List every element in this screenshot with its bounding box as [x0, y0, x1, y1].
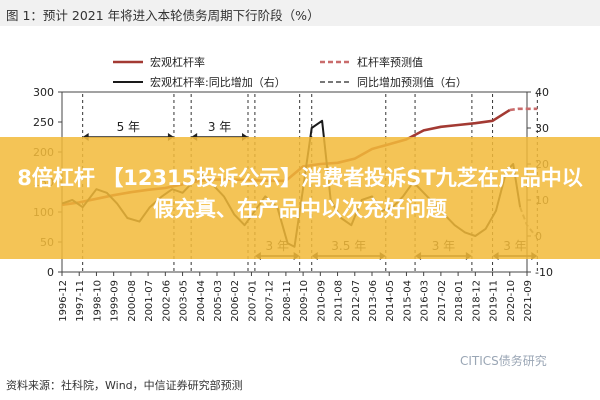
x-axis-tick-label: 2018-01 — [454, 280, 465, 322]
watermark: CITICS债务研究 — [460, 354, 547, 368]
x-axis-tick-label: 2004-04 — [196, 280, 207, 322]
series-forecast-leverage-line — [509, 107, 538, 112]
period-label: 5 年 — [117, 120, 140, 134]
title-bar: 图 1：预计 2021 年将进入本轮债务周期下行阶段（%） — [0, 0, 600, 26]
banner-text[interactable]: 8倍杠杆 【12315投诉公示】消费者投诉ST九芝在产品中以假充真、在产品中以次… — [17, 166, 583, 221]
x-axis-tick-label: 2010-09 — [316, 280, 327, 322]
x-axis-tick-label: 2007-12 — [265, 280, 276, 322]
legend-label-growth: 宏观杠杆率:同比增加（右） — [150, 75, 286, 89]
legend-label-forecast-growth: 同比增加预测值（右） — [357, 75, 467, 89]
right-axis-tick-label: -10 — [535, 266, 553, 279]
x-axis-tick-label: 1997-11 — [75, 280, 86, 322]
left-axis-tick-label: 300 — [33, 86, 54, 99]
overlay-banner[interactable]: 8倍杠杆 【12315投诉公示】消费者投诉ST九芝在产品中以假充真、在产品中以次… — [0, 137, 600, 259]
x-axis-tick-label: 2008-11 — [282, 280, 293, 322]
x-axis-tick-label: 2015-04 — [402, 280, 413, 322]
x-axis-tick-label: 2011-08 — [334, 280, 345, 322]
x-axis-tick-label: 2001-07 — [144, 280, 155, 322]
x-axis-tick-label: 2021-09 — [523, 280, 534, 322]
left-axis-tick-label: 0 — [47, 266, 54, 279]
chart-title: 图 1：预计 2021 年将进入本轮债务周期下行阶段（%） — [6, 8, 320, 23]
x-axis-tick-label: 2017-02 — [437, 280, 448, 322]
source-note: 资料来源：社科院，Wind，中信证券研究部预测 — [6, 379, 243, 392]
x-axis-tick-label: 1996-12 — [58, 280, 69, 322]
x-axis-tick-label: 2014-05 — [385, 280, 396, 322]
x-axis-tick-label: 2013-06 — [368, 280, 379, 322]
x-axis-tick-label: 2005-03 — [213, 280, 224, 322]
x-axis-tick-label: 2020-10 — [506, 280, 517, 322]
x-axis-tick-label: 2016-03 — [420, 280, 431, 322]
right-axis-tick-label: 30 — [535, 122, 549, 135]
x-axis-tick-label: 1998-10 — [92, 280, 103, 322]
x-axis-tick-label: 2006-02 — [230, 280, 241, 322]
x-axis-tick-label: 2003-05 — [179, 280, 190, 322]
x-axis-tick-label: 2012-07 — [351, 280, 362, 322]
x-axis-tick-label: 2019-11 — [489, 280, 500, 322]
left-axis-tick-label: 250 — [33, 116, 54, 129]
x-axis-tick-label: 2007-01 — [247, 280, 258, 322]
period-label: 3 年 — [208, 120, 231, 134]
x-axis-tick-label: 2018-12 — [471, 280, 482, 322]
x-axis-tick-label: 2009-10 — [299, 280, 310, 322]
legend-label-leverage: 宏观杠杆率 — [150, 55, 205, 69]
legend-label-forecast-leverage: 杠杆率预测值 — [357, 55, 423, 69]
x-axis-tick-label: 2000-08 — [127, 280, 138, 322]
x-axis-tick-label: 1999-09 — [110, 280, 121, 322]
right-axis-tick-label: 40 — [535, 86, 549, 99]
x-axis-tick-label: 2002-06 — [161, 280, 172, 322]
